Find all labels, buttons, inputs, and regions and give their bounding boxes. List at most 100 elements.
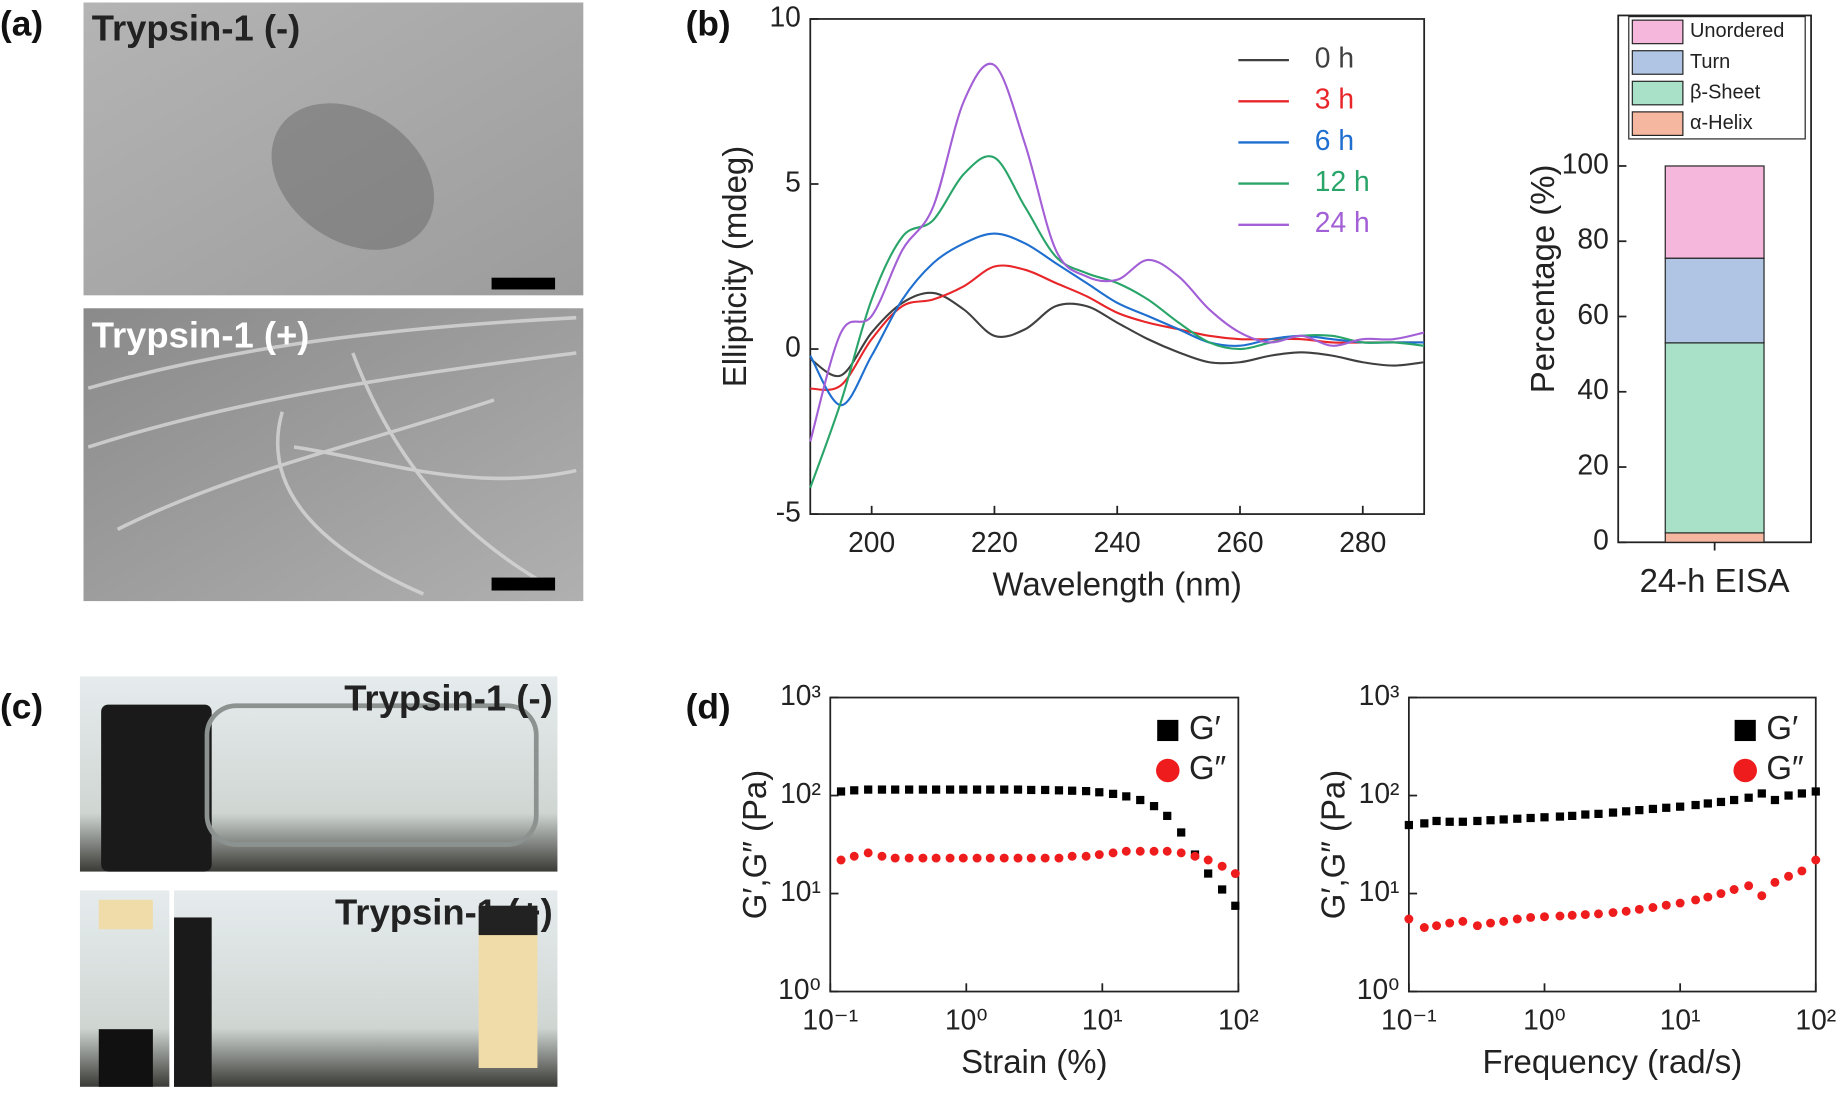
gel [98,899,153,930]
y-tick-label: 40 [1577,373,1608,405]
photo-label: Trypsin-1 (-) [344,678,553,719]
point [1811,787,1820,796]
point [1472,921,1482,931]
point [1013,853,1023,863]
point [1621,906,1631,916]
point [1041,785,1050,795]
point [1797,789,1807,798]
point [1811,855,1821,865]
legend-swatch [1631,19,1684,45]
point [958,853,968,863]
point [1204,869,1213,878]
x-axis-label: Wavelength (nm) [993,566,1242,603]
point [1420,819,1429,828]
legend-label: 24 h [1315,206,1370,238]
point [1458,916,1468,926]
point [1177,828,1186,837]
y-tick-label: 10² [780,777,821,809]
vial-cap [101,704,212,872]
legend-label: G′ [1189,709,1221,746]
point [1404,914,1414,924]
x-tick-label: 10¹ [1660,1004,1701,1036]
point [1784,871,1794,881]
point [1027,785,1036,795]
point [1729,795,1739,805]
point [1676,802,1685,811]
point [1218,885,1227,894]
point [1568,811,1577,820]
panel-label: (b) [686,4,731,43]
plot-frame [1407,696,1817,993]
point [932,785,941,794]
x-axis-label: Frequency (rad/s) [1482,1043,1742,1080]
point [1486,816,1495,825]
photo-label: Trypsin-1 (+) [335,892,553,933]
point [1135,846,1145,856]
point [1499,916,1509,926]
point [1691,895,1701,905]
point [1757,789,1766,798]
point [1499,815,1508,824]
point [1662,803,1671,812]
point [1716,797,1726,807]
y-tick-label: 80 [1577,223,1608,255]
y-axis-label: Ellipticity (mdeg) [716,146,753,387]
point [1419,923,1429,932]
point [1744,793,1753,802]
point [1512,914,1522,924]
point [1608,908,1618,918]
x-tick-label: 10⁻¹ [1381,1004,1437,1036]
point [1526,912,1536,922]
point [918,853,928,863]
vial [204,703,539,847]
x-axis-label: Strain (%) [961,1043,1107,1080]
point [1095,788,1104,797]
point [1757,891,1767,901]
point [1635,805,1644,815]
point [999,853,1009,863]
point [1594,909,1603,919]
point [1108,789,1118,798]
scale-bar [491,277,556,290]
point [1136,795,1145,805]
point [945,853,955,863]
point [1054,853,1064,863]
bar-segment [1664,165,1765,259]
x-tick-label: 10⁰ [1523,1004,1566,1036]
point [877,785,887,794]
x-tick-label: 10¹ [1082,1004,1123,1036]
vial-cap [98,1029,153,1087]
y-tick-label: -5 [776,496,801,528]
point [1784,791,1793,800]
point [972,785,982,794]
point [1040,853,1050,863]
point [1054,786,1064,795]
point [1770,795,1780,805]
data-line [809,232,1425,407]
legend-swatch [1631,111,1684,136]
point [890,853,900,863]
point [1581,810,1590,819]
point [1567,910,1577,920]
data-line [810,264,1425,391]
point [1661,900,1671,910]
point [931,853,941,863]
point [849,851,859,861]
y-axis-label: G′,G″ (Pa) [1315,770,1352,919]
legend-marker [1734,719,1756,742]
point [1580,910,1590,920]
y-tick-label: 10 [769,0,800,32]
point [1540,912,1549,922]
point [1797,866,1807,876]
legend-swatch [1631,80,1684,106]
data-line [809,291,1425,378]
point [1744,881,1754,891]
legend-label: Turn [1690,51,1730,73]
point [972,853,982,863]
point [918,785,928,794]
y-tick-label: 20 [1577,448,1608,480]
bar-segment [1664,257,1765,344]
legend-marker [1157,719,1179,742]
point [1473,816,1482,826]
